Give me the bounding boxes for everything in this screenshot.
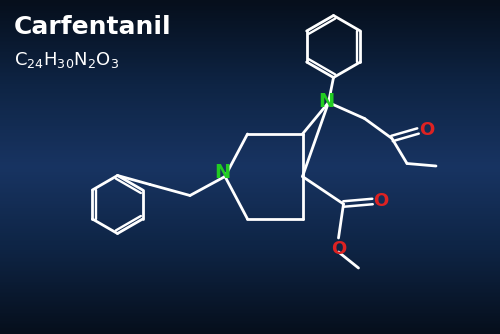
Text: O: O [419,121,434,139]
Text: N: N [318,92,334,111]
Text: O: O [331,240,346,258]
Text: O: O [374,191,388,209]
Text: C$_{24}$H$_{30}$N$_{2}$O$_{3}$: C$_{24}$H$_{30}$N$_{2}$O$_{3}$ [14,50,119,70]
Text: Carfentanil: Carfentanil [14,15,172,39]
Text: N: N [214,163,230,182]
